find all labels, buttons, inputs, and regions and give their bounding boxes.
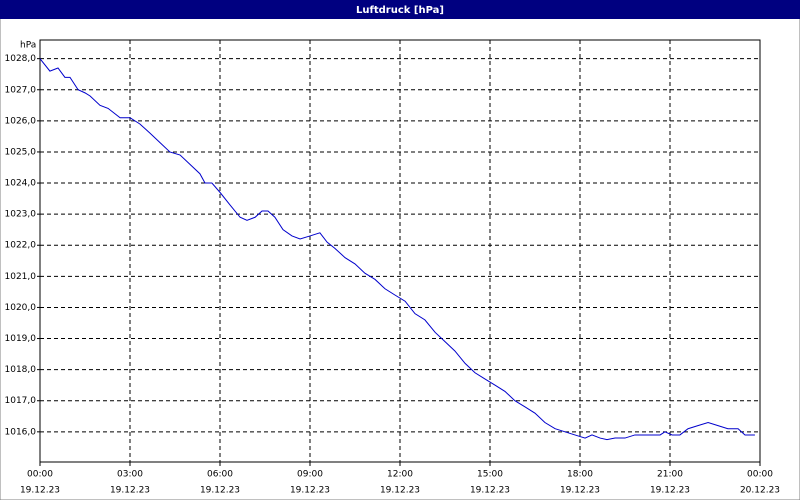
x-tick-label: 12:00 — [387, 470, 413, 480]
x-tick-label: 06:00 — [207, 470, 233, 480]
x-tick-date: 20.12.23 — [740, 486, 780, 496]
y-tick-label: 1016,0 — [5, 427, 37, 437]
y-tick-label: 1017,0 — [5, 396, 37, 406]
x-tick-date: 19.12.23 — [650, 486, 690, 496]
x-tick-label: 09:00 — [297, 470, 323, 480]
x-tick-label: 15:00 — [477, 470, 503, 480]
x-tick-label: 00:00 — [27, 470, 53, 480]
y-tick-label: 1020,0 — [5, 303, 37, 313]
y-tick-label: 1026,0 — [5, 116, 37, 126]
x-tick-label: 18:00 — [567, 470, 593, 480]
x-tick-date: 19.12.23 — [560, 486, 600, 496]
y-tick-label: 1025,0 — [5, 147, 37, 157]
y-tick-label: 1023,0 — [5, 210, 37, 220]
x-tick-label: 00:00 — [747, 470, 773, 480]
y-axis-label: hPa — [20, 41, 36, 51]
data-line — [39, 58, 755, 441]
chart-title: Luftdruck [hPa] — [356, 5, 444, 16]
y-tick-label: 1024,0 — [5, 179, 37, 189]
y-tick-label: 1027,0 — [5, 85, 37, 95]
y-tick-label: 1021,0 — [5, 272, 37, 282]
y-tick-label: 1028,0 — [5, 54, 37, 64]
x-tick-date: 19.12.23 — [290, 486, 330, 496]
y-tick-label: 1019,0 — [5, 334, 37, 344]
x-tick-date: 19.12.23 — [470, 486, 510, 496]
y-tick-label: 1022,0 — [5, 241, 37, 251]
x-tick-date: 19.12.23 — [380, 486, 420, 496]
x-tick-date: 19.12.23 — [20, 486, 60, 496]
x-tick-label: 03:00 — [117, 470, 143, 480]
x-tick-date: 19.12.23 — [110, 486, 150, 496]
plot-frame — [39, 39, 761, 463]
x-tick-label: 21:00 — [657, 470, 683, 480]
title-bar — [0, 0, 800, 19]
y-tick-label: 1018,0 — [5, 365, 37, 375]
x-tick-date: 19.12.23 — [200, 486, 240, 496]
